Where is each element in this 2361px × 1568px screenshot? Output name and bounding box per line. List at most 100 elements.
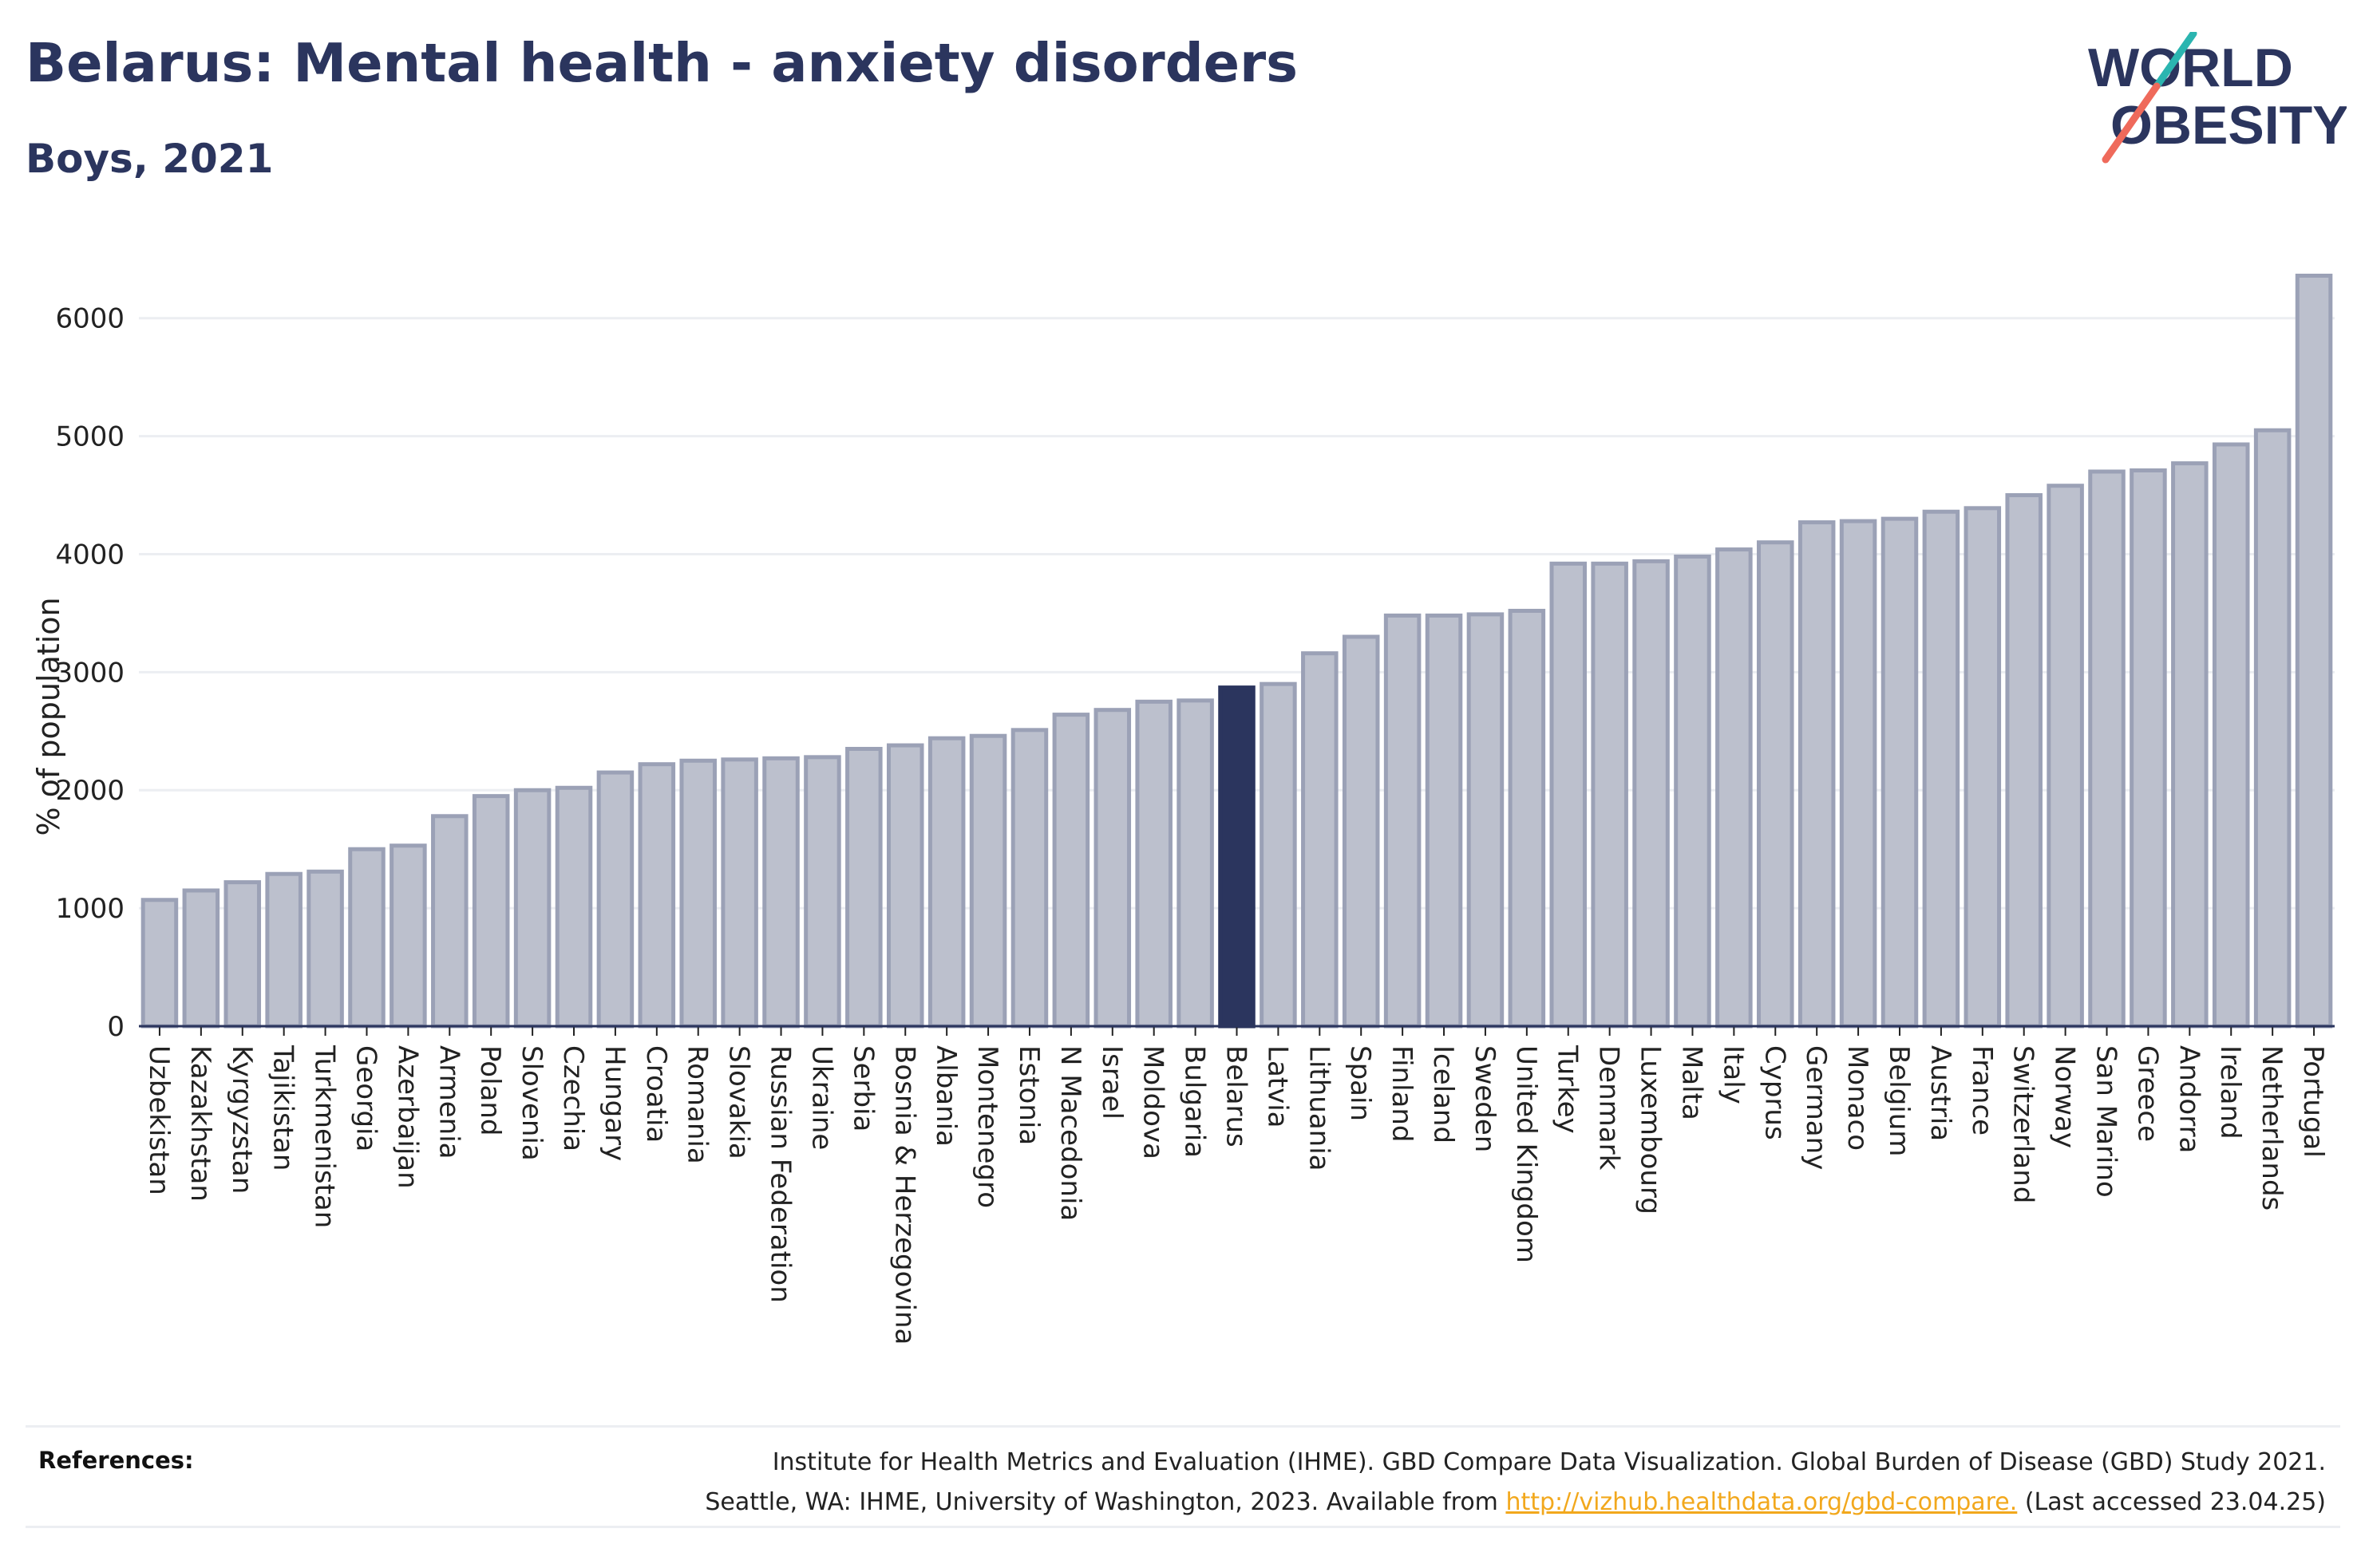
chart-subtitle: Boys, 2021 [26, 136, 274, 182]
logo-line1: WORLD [2088, 38, 2293, 98]
x-tick-label: Belgium [1883, 1045, 1915, 1156]
bar [2253, 428, 2292, 1029]
y-tick-label: 6000 [55, 303, 125, 335]
x-tick-label: Ukraine [805, 1045, 837, 1150]
references-label: References: [38, 1447, 194, 1474]
chart-title: Belarus: Mental health - anxiety disorde… [26, 32, 1299, 94]
bar [1549, 561, 1588, 1029]
bar [969, 733, 1007, 1029]
x-tick-label: San Marino [2090, 1045, 2122, 1198]
x-tick-label: Poland [474, 1045, 506, 1136]
y-tick-label: 2000 [55, 775, 125, 807]
x-tick-label: Azerbaijan [391, 1045, 423, 1189]
y-axis-label: % of population [31, 597, 66, 835]
bar [1342, 634, 1380, 1029]
x-tick-label: Bosnia & Herzegovina [888, 1045, 920, 1345]
bar [1757, 540, 1794, 1029]
x-tick-label: Montenegro [971, 1045, 1003, 1208]
x-tick-label: Iceland [1427, 1045, 1459, 1143]
x-tick-label: Moldova [1137, 1045, 1169, 1159]
bar-chart: 0 1000 2000 3000 4000 5000 6000 % of population… [31, 273, 2335, 1345]
bar [555, 785, 593, 1029]
x-tick-label: Turkey [1552, 1045, 1584, 1134]
bar [1260, 681, 1297, 1029]
bar [845, 746, 883, 1029]
bar [1880, 516, 1919, 1029]
bar [927, 736, 966, 1029]
bar [2047, 484, 2084, 1029]
reference-link[interactable]: http://vizhub.healthdata.org/gbd-compare… [1505, 1488, 2018, 1516]
x-tick-label: Uzbekistan [143, 1045, 175, 1195]
reference-line1: Institute for Health Metrics and Evaluat… [772, 1448, 2326, 1476]
x-tick-label: Hungary [599, 1045, 631, 1161]
bar [1383, 613, 1422, 1029]
x-tick-label: Denmark [1593, 1045, 1625, 1171]
reference-line2-prefix: Seattle, WA: IHME, University of Washing… [705, 1488, 1506, 1516]
x-tick-label: Greece [2131, 1045, 2163, 1142]
x-tick-label: Monaco [1841, 1045, 1873, 1151]
bar [306, 869, 344, 1029]
x-tick-label: Albania [930, 1045, 962, 1147]
x-tick-label: Israel [1096, 1045, 1128, 1120]
references-top-divider [26, 1425, 2340, 1428]
x-tick-label: Switzerland [2007, 1045, 2039, 1203]
logo-slash-coral [2102, 82, 2161, 164]
logo-line2: OBESITY [2110, 95, 2347, 156]
x-tick-label: Andorra [2173, 1045, 2205, 1153]
bar [1425, 613, 1463, 1029]
x-tick-label: Bulgaria [1179, 1045, 1211, 1158]
bar [1093, 708, 1132, 1029]
x-tick-label: Kazakhstan [184, 1045, 216, 1202]
bar [1715, 547, 1753, 1029]
bar [762, 756, 800, 1029]
x-tick-label: Lithuania [1303, 1045, 1335, 1171]
x-tick-label: Luxembourg [1635, 1045, 1667, 1215]
reference-line2-suffix: (Last accessed 23.04.25) [2017, 1488, 2326, 1516]
x-tick-label: Georgia [350, 1045, 382, 1151]
x-tick-label: Latvia [1261, 1045, 1293, 1128]
bar [2295, 273, 2333, 1029]
bar [348, 847, 386, 1029]
bar [638, 762, 676, 1029]
bar [1466, 612, 1505, 1029]
x-tick-label: Italy [1717, 1045, 1749, 1104]
bar [265, 871, 303, 1029]
bar [1177, 698, 1214, 1029]
y-tick-label: 3000 [55, 657, 125, 689]
bar [679, 758, 717, 1029]
bar [721, 757, 758, 1029]
bar [1591, 561, 1628, 1029]
bar [596, 770, 635, 1029]
bar [1010, 728, 1049, 1029]
bar [1632, 559, 1670, 1029]
x-tick-label: Sweden [1469, 1045, 1501, 1152]
y-tick-label: 5000 [55, 421, 125, 453]
x-tick-label: Spain [1344, 1045, 1376, 1121]
y-tick-label: 4000 [55, 539, 125, 571]
bar [886, 743, 924, 1029]
x-tick-label: Austria [1924, 1045, 1956, 1141]
world-obesity-logo: WORLD OBESITY [2088, 32, 2347, 164]
x-tick-label: Croatia [640, 1045, 672, 1143]
bar [390, 843, 427, 1029]
bar [182, 888, 220, 1029]
x-tick-label: Armenia [433, 1045, 465, 1159]
x-tick-label: Slovenia [516, 1045, 548, 1161]
x-tick-label: Norway [2049, 1045, 2081, 1148]
x-tick-label: Tajikistan [267, 1045, 299, 1171]
bar [1508, 608, 1546, 1029]
bar [223, 880, 262, 1029]
x-tick-label: Portugal [2297, 1045, 2329, 1158]
bar [1301, 651, 1339, 1029]
x-tick-label: Netherlands [2256, 1045, 2288, 1211]
bar [1839, 519, 1877, 1029]
x-tick-label: Czechia [557, 1045, 589, 1151]
bar [1964, 506, 2002, 1029]
x-tick-label: Finland [1386, 1045, 1418, 1143]
x-tick-label: N Macedonia [1054, 1045, 1086, 1221]
bar [472, 794, 510, 1029]
x-tick-label: Slovakia [723, 1045, 755, 1159]
bar [2171, 461, 2209, 1029]
bar [804, 755, 841, 1029]
bar [513, 788, 552, 1029]
